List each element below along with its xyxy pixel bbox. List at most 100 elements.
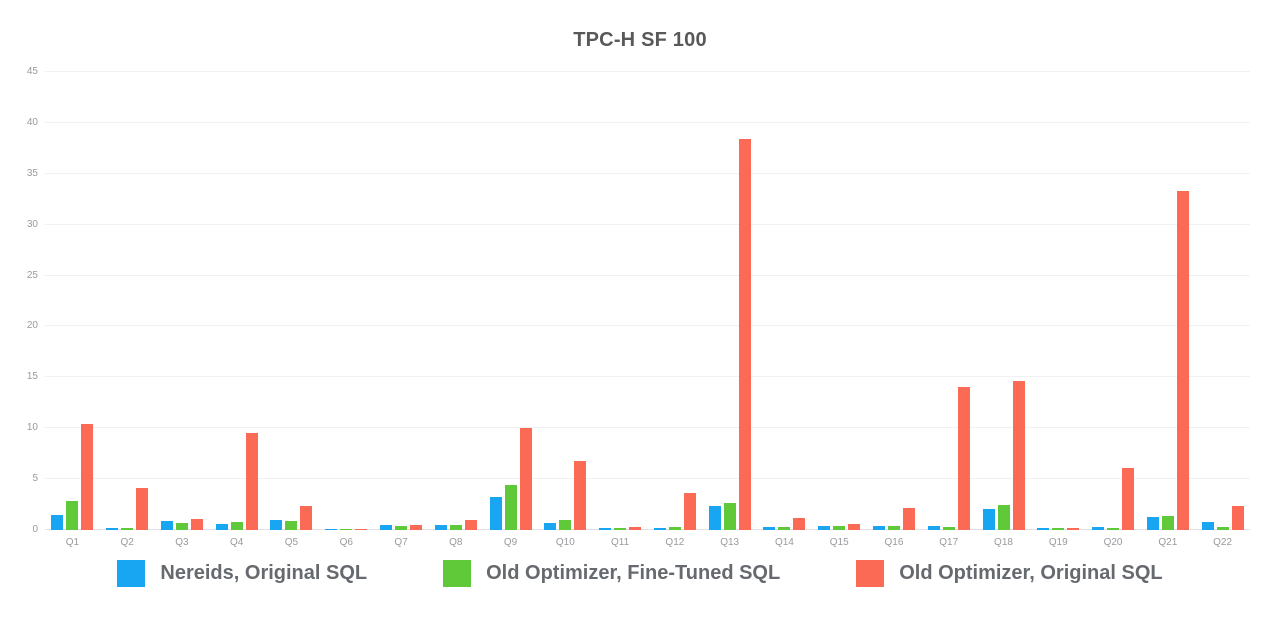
bar-q8-old-optimizer-fine-tuned-sql (449, 524, 462, 530)
bar-q12-nereids-original-sql (653, 527, 666, 530)
bar-q10-old-optimizer-original-sql (574, 460, 587, 530)
bar-group-q4 (209, 72, 264, 530)
bar-q1-old-optimizer-original-sql (81, 424, 94, 530)
legend-swatch-icon (117, 560, 146, 587)
legend-item-old-optimizer-fine-tuned-sql[interactable]: Old Optimizer, Fine-Tuned SQL (443, 560, 780, 587)
legend-item-old-optimizer-original-sql[interactable]: Old Optimizer, Original SQL (856, 560, 1163, 587)
bar-group-q10 (538, 72, 593, 530)
bar-group-q8 (428, 72, 483, 530)
bar-q13-nereids-original-sql (708, 505, 721, 530)
bar-q22-old-optimizer-original-sql (1231, 505, 1244, 530)
y-tick-label-5: 5 (32, 473, 38, 485)
bar-q21-old-optimizer-fine-tuned-sql (1161, 515, 1174, 530)
bar-q2-old-optimizer-fine-tuned-sql (121, 528, 134, 530)
y-tick-label-0: 0 (32, 524, 38, 535)
bar-q22-old-optimizer-fine-tuned-sql (1216, 526, 1229, 530)
bar-q3-old-optimizer-original-sql (190, 518, 203, 530)
x-tick-label-q18: Q18 (994, 537, 1013, 548)
bar-q2-old-optimizer-original-sql (136, 488, 149, 530)
bar-q12-old-optimizer-fine-tuned-sql (668, 526, 681, 530)
bar-q20-nereids-original-sql (1092, 527, 1105, 530)
chart-title: TPC-H SF 100 (573, 29, 707, 51)
y-tick-label-10: 10 (26, 422, 38, 434)
legend-swatch-icon (443, 560, 472, 587)
y-tick-label-15: 15 (26, 371, 38, 383)
bar-q7-old-optimizer-original-sql (410, 524, 422, 530)
gridline-y-40 (45, 121, 1250, 123)
bar-q4-old-optimizer-original-sql (245, 433, 258, 530)
bar-group-q3 (155, 72, 210, 530)
gridline-y-45 (45, 71, 1250, 72)
bar-q7-old-optimizer-fine-tuned-sql (395, 525, 407, 530)
bar-group-q13 (702, 72, 757, 530)
bar-q17-nereids-original-sql (927, 525, 940, 530)
bar-q20-old-optimizer-fine-tuned-sql (1107, 527, 1120, 530)
gridline-y-5 (45, 478, 1250, 480)
y-tick-label-20: 20 (26, 320, 38, 332)
bar-q16-old-optimizer-original-sql (902, 507, 915, 530)
x-tick-label-q7: Q7 (394, 537, 408, 548)
x-tick-label-q5: Q5 (284, 537, 299, 548)
y-tick-label-40: 40 (26, 116, 38, 128)
bar-q1-nereids-original-sql (51, 514, 64, 530)
bar-q9-nereids-original-sql (489, 497, 502, 530)
bar-q3-old-optimizer-fine-tuned-sql (175, 523, 188, 530)
bar-q18-old-optimizer-original-sql (1012, 381, 1025, 530)
y-tick-label-25: 25 (26, 269, 38, 281)
bar-q18-old-optimizer-fine-tuned-sql (997, 505, 1010, 530)
bar-q10-old-optimizer-fine-tuned-sql (559, 519, 572, 530)
bar-q13-old-optimizer-fine-tuned-sql (723, 503, 736, 530)
bar-q4-old-optimizer-fine-tuned-sql (230, 521, 243, 530)
bar-group-q5 (264, 72, 319, 530)
x-tick-label-q20: Q20 (1103, 537, 1123, 548)
bar-group-q12 (648, 72, 703, 530)
x-tick-label-q15: Q15 (829, 537, 849, 548)
x-tick-label-q9: Q9 (503, 537, 518, 548)
bar-q19-old-optimizer-fine-tuned-sql (1052, 527, 1065, 530)
x-tick-label-q19: Q19 (1048, 537, 1068, 548)
x-tick-label-q4: Q4 (230, 537, 244, 548)
bar-q15-old-optimizer-fine-tuned-sql (833, 525, 846, 530)
bar-q3-nereids-original-sql (160, 521, 173, 530)
bar-group-q6 (319, 72, 374, 530)
y-tick-label-35: 35 (26, 167, 38, 179)
bar-group-q2 (100, 72, 155, 530)
gridline-y-35 (45, 172, 1250, 174)
y-tick-label-30: 30 (26, 218, 38, 230)
bar-group-q19 (1031, 72, 1086, 530)
bar-q11-old-optimizer-fine-tuned-sql (614, 528, 627, 530)
bar-q14-old-optimizer-fine-tuned-sql (778, 527, 791, 530)
bar-q6-old-optimizer-original-sql (355, 528, 368, 530)
x-tick-label-q3: Q3 (175, 537, 189, 548)
x-tick-label-q21: Q21 (1158, 537, 1178, 548)
legend: Nereids, Original SQL Old Optimizer, Fine… (0, 560, 1280, 587)
bar-q1-old-optimizer-fine-tuned-sql (66, 500, 79, 530)
bar-group-q17 (921, 72, 976, 530)
bar-group-q20 (1086, 72, 1141, 530)
bar-q7-nereids-original-sql (380, 524, 392, 530)
bar-q15-old-optimizer-original-sql (848, 523, 861, 530)
x-tick-label-q6: Q6 (339, 537, 353, 548)
bar-q8-old-optimizer-original-sql (464, 520, 477, 530)
bar-q5-nereids-original-sql (270, 520, 283, 530)
x-tick-label-q12: Q12 (665, 537, 685, 548)
x-tick-label-q16: Q16 (884, 537, 904, 548)
bar-q19-nereids-original-sql (1037, 527, 1050, 530)
bar-group-q16 (867, 72, 922, 530)
gridline-y-25 (45, 274, 1250, 276)
bar-q21-nereids-original-sql (1146, 516, 1159, 530)
bar-group-q7 (374, 72, 429, 530)
bar-q11-old-optimizer-original-sql (629, 527, 642, 530)
bar-group-q18 (976, 72, 1031, 530)
legend-item-nereids-original-sql[interactable]: Nereids, Original SQL (117, 560, 367, 587)
bar-q9-old-optimizer-original-sql (519, 428, 532, 530)
bar-q11-nereids-original-sql (599, 528, 612, 530)
gridline-y-10 (45, 427, 1250, 429)
bar-q21-old-optimizer-original-sql (1176, 191, 1189, 530)
legend-swatch-icon (856, 560, 885, 587)
bar-group-q14 (757, 72, 812, 530)
gridline-y-15 (45, 376, 1250, 378)
bar-q20-old-optimizer-original-sql (1122, 467, 1135, 530)
bar-q6-old-optimizer-fine-tuned-sql (340, 528, 353, 530)
